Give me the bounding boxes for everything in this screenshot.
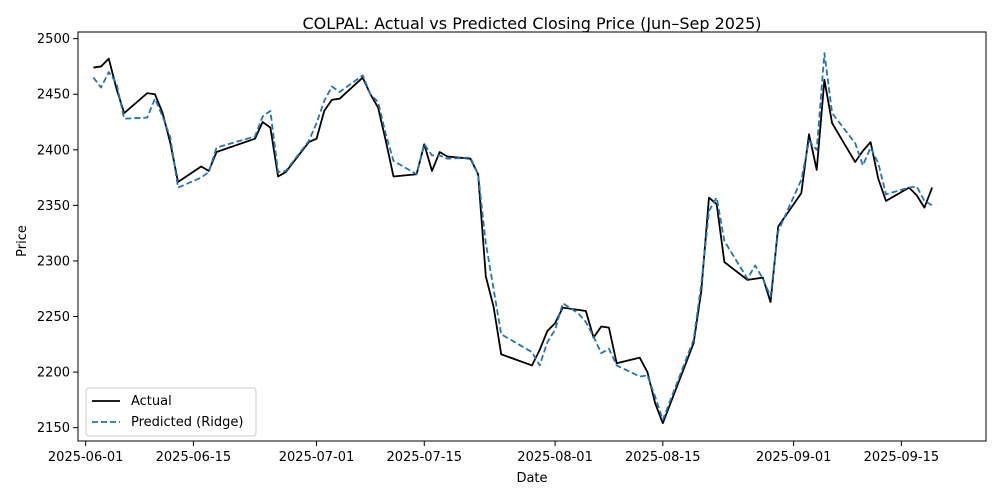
y-tick-label: 2500 [37, 32, 70, 47]
y-tick-label: 2450 [37, 88, 70, 103]
x-tick-label: 2025-08-15 [625, 450, 701, 465]
series-line-actual [93, 57, 933, 425]
legend-box [85, 387, 257, 437]
legend-label-predicted: Predicted (Ridge) [131, 415, 243, 430]
plot-area [92, 52, 933, 425]
y-axis-label: Price [15, 225, 30, 257]
plot-frame [77, 31, 987, 442]
x-tick-label: 2025-06-15 [156, 450, 232, 465]
y-tick-label: 2150 [37, 421, 70, 436]
x-tick-label: 2025-07-15 [386, 450, 462, 465]
x-tick-label: 2025-08-01 [517, 450, 593, 465]
legend: Actual Predicted (Ridge) [85, 387, 257, 437]
x-tick-label: 2025-06-01 [48, 450, 124, 465]
y-axis: 2150 2200 2250 2300 2350 2400 2450 2500 [37, 32, 78, 436]
y-tick-label: 2350 [37, 199, 70, 214]
y-tick-label: 2250 [37, 310, 70, 325]
x-tick-label: 2025-07-01 [279, 450, 355, 465]
x-tick-label: 2025-09-15 [864, 450, 940, 465]
chart-title: COLPAL: Actual vs Predicted Closing Pric… [302, 14, 761, 33]
series-line-predicted [92, 52, 933, 421]
x-axis: 2025-06-01 2025-06-15 2025-07-01 2025-07-15… [48, 441, 939, 465]
y-tick-label: 2400 [37, 143, 70, 158]
y-tick-label: 2300 [37, 254, 70, 269]
legend-label-actual: Actual [131, 394, 172, 409]
x-tick-label: 2025-09-01 [756, 450, 832, 465]
y-tick-label: 2200 [37, 366, 70, 381]
x-axis-label: Date [516, 471, 547, 486]
